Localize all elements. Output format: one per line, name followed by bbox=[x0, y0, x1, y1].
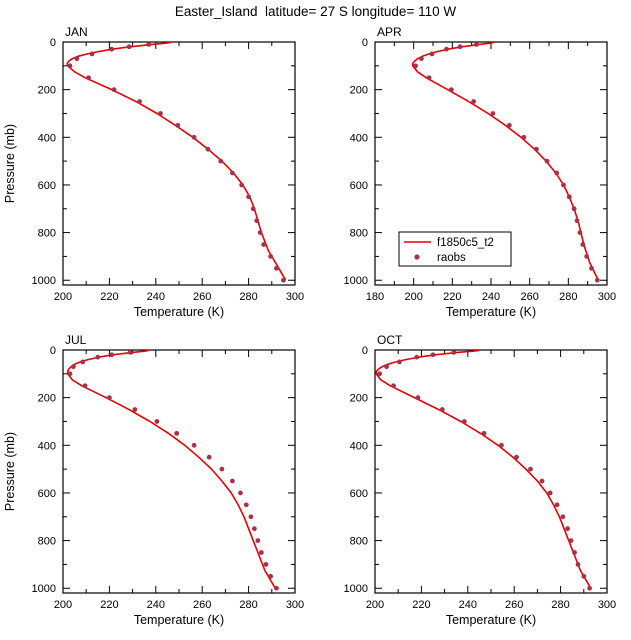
svg-text:400: 400 bbox=[350, 132, 368, 144]
panel-apr: APR 180 200 220 240 260 280 300 0 200 400 600 800 100… bbox=[312, 20, 628, 320]
svg-text:Temperature (K): Temperature (K) bbox=[446, 613, 536, 627]
svg-text:260: 260 bbox=[505, 599, 523, 611]
svg-text:400: 400 bbox=[38, 440, 56, 452]
svg-text:600: 600 bbox=[38, 180, 56, 192]
svg-text:Temperature (K): Temperature (K) bbox=[134, 613, 224, 627]
panel-jul: JUL 200 220 240 260 280 300 0 200 400 600 800 1000 Te… bbox=[0, 328, 316, 628]
svg-text:200: 200 bbox=[38, 85, 56, 97]
svg-text:1000: 1000 bbox=[344, 583, 368, 595]
panel-jan: JAN 200 220 240 260 280 300 0 200 400 600 800 1000 Te… bbox=[0, 20, 316, 320]
svg-text:260: 260 bbox=[520, 291, 538, 303]
svg-text:Temperature (K): Temperature (K) bbox=[446, 305, 536, 319]
svg-text:0: 0 bbox=[362, 345, 368, 357]
svg-text:600: 600 bbox=[350, 488, 368, 500]
svg-text:180: 180 bbox=[366, 291, 384, 303]
svg-text:1000: 1000 bbox=[344, 275, 368, 287]
svg-text:600: 600 bbox=[38, 488, 56, 500]
svg-text:1000: 1000 bbox=[32, 275, 56, 287]
svg-text:300: 300 bbox=[286, 291, 304, 303]
svg-text:220: 220 bbox=[100, 599, 118, 611]
svg-text:220: 220 bbox=[100, 291, 118, 303]
svg-text:Temperature (K): Temperature (K) bbox=[134, 305, 224, 319]
svg-text:800: 800 bbox=[350, 536, 368, 548]
svg-text:1000: 1000 bbox=[32, 583, 56, 595]
svg-text:200: 200 bbox=[350, 85, 368, 97]
svg-text:240: 240 bbox=[482, 291, 500, 303]
svg-text:800: 800 bbox=[38, 228, 56, 240]
panel-oct: OCT 200 220 240 260 280 300 0 200 400 600 800 1000 Te… bbox=[312, 328, 628, 628]
svg-text:800: 800 bbox=[38, 536, 56, 548]
svg-text:300: 300 bbox=[598, 599, 616, 611]
svg-text:240: 240 bbox=[147, 599, 165, 611]
svg-text:200: 200 bbox=[38, 393, 56, 405]
svg-text:Pressure (mb): Pressure (mb) bbox=[3, 124, 17, 203]
svg-text:200: 200 bbox=[366, 599, 384, 611]
chart-title: Easter_Island latitude= 27 S longitude= … bbox=[174, 4, 457, 19]
svg-text:300: 300 bbox=[286, 599, 304, 611]
svg-text:JUL: JUL bbox=[65, 333, 87, 347]
svg-text:220: 220 bbox=[443, 291, 461, 303]
svg-text:300: 300 bbox=[598, 291, 616, 303]
svg-text:280: 280 bbox=[239, 291, 257, 303]
svg-text:0: 0 bbox=[362, 37, 368, 49]
oct-chart: OCT 200 220 240 260 280 300 0 200 400 600 800 1000 Te… bbox=[344, 333, 617, 627]
svg-text:200: 200 bbox=[350, 393, 368, 405]
svg-text:OCT: OCT bbox=[377, 333, 403, 347]
svg-text:400: 400 bbox=[350, 440, 368, 452]
svg-text:f1850c5_t2: f1850c5_t2 bbox=[437, 237, 494, 249]
svg-text:200: 200 bbox=[404, 291, 422, 303]
svg-text:280: 280 bbox=[239, 599, 257, 611]
svg-text:APR: APR bbox=[377, 25, 402, 39]
svg-text:220: 220 bbox=[412, 599, 430, 611]
svg-text:200: 200 bbox=[54, 291, 72, 303]
svg-text:280: 280 bbox=[551, 599, 569, 611]
svg-text:260: 260 bbox=[193, 291, 211, 303]
svg-text:260: 260 bbox=[193, 599, 211, 611]
svg-text:raobs: raobs bbox=[437, 252, 466, 264]
svg-text:200: 200 bbox=[54, 599, 72, 611]
svg-text:400: 400 bbox=[38, 132, 56, 144]
jan-chart: JAN 200 220 240 260 280 300 0 200 400 600 800 1000 Te… bbox=[3, 25, 304, 319]
svg-text:0: 0 bbox=[50, 37, 56, 49]
apr-chart: APR 180 200 220 240 260 280 300 0 200 400 600 800 100… bbox=[344, 25, 617, 319]
svg-text:0: 0 bbox=[50, 345, 56, 357]
jul-chart: JUL 200 220 240 260 280 300 0 200 400 600 800 1000 Te… bbox=[3, 333, 304, 627]
svg-text:600: 600 bbox=[350, 180, 368, 192]
svg-text:800: 800 bbox=[350, 228, 368, 240]
svg-text:Pressure (mb): Pressure (mb) bbox=[3, 432, 17, 511]
svg-text:240: 240 bbox=[459, 599, 477, 611]
svg-text:JAN: JAN bbox=[65, 25, 88, 39]
svg-text:240: 240 bbox=[147, 291, 165, 303]
svg-text:280: 280 bbox=[559, 291, 577, 303]
